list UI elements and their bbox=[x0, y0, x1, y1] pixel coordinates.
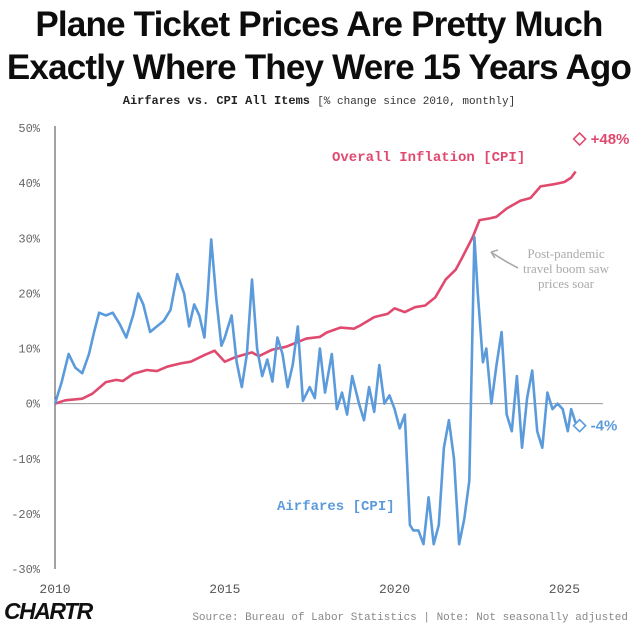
inflation-line bbox=[54, 170, 577, 405]
y-tick-label: -10% bbox=[11, 453, 41, 467]
y-axis: -30% -20% -10% 0% 10% 20% 30% 40% 50% bbox=[11, 122, 41, 577]
annotation-arrow bbox=[490, 251, 519, 269]
annotation-text: prices soar bbox=[538, 276, 595, 291]
y-tick-label: 10% bbox=[18, 343, 40, 357]
annotation-text: travel boom saw bbox=[523, 261, 610, 276]
subtitle-detail: [% change since 2010, monthly] bbox=[317, 96, 516, 108]
y-tick-label: 50% bbox=[18, 122, 40, 136]
end-marker bbox=[572, 131, 587, 147]
y-tick-label: -30% bbox=[11, 563, 41, 577]
end-value-label: -4% bbox=[591, 418, 618, 435]
y-tick-label: 40% bbox=[18, 177, 40, 191]
x-tick-label: 2020 bbox=[379, 582, 410, 597]
x-tick-label: 2010 bbox=[39, 582, 70, 597]
x-tick-label: 2025 bbox=[549, 582, 580, 597]
y-tick-label: 20% bbox=[18, 287, 40, 301]
x-tick-label: 2015 bbox=[209, 582, 240, 597]
end-marker bbox=[572, 418, 587, 433]
x-axis: 2010 2015 2020 2025 bbox=[39, 126, 603, 597]
airfares-line bbox=[53, 235, 577, 546]
series-lines bbox=[53, 170, 577, 546]
annotation-text: Post-pandemic bbox=[527, 246, 604, 261]
airfares-series-label: Airfares [CPI] bbox=[277, 499, 395, 515]
inflation-series-label: Overall Inflation [CPI] bbox=[332, 150, 525, 166]
end-value-label: +48% bbox=[591, 131, 630, 148]
chart-title-line-2: Exactly Where They Were 15 Years Ago bbox=[6, 48, 632, 87]
y-tick-label: 30% bbox=[18, 232, 40, 246]
chart-subtitle: Airfares vs. CPI All Items [% change sin… bbox=[0, 94, 638, 108]
chart-title-line-1: Plane Ticket Prices Are Pretty Much bbox=[35, 5, 603, 44]
y-tick-label: -20% bbox=[11, 508, 41, 522]
annotation-arrowhead bbox=[490, 249, 499, 259]
y-tick-label: 0% bbox=[26, 398, 41, 412]
subtitle-main: Airfares vs. CPI All Items bbox=[122, 94, 310, 108]
chartr-logo: CHARTR bbox=[4, 598, 93, 624]
chart-labels: +48% -4% Overall Inflation [CPI] Airfares [… bbox=[277, 131, 629, 515]
source-note: Source: Bureau of Labor Statistics | Not… bbox=[192, 612, 628, 624]
